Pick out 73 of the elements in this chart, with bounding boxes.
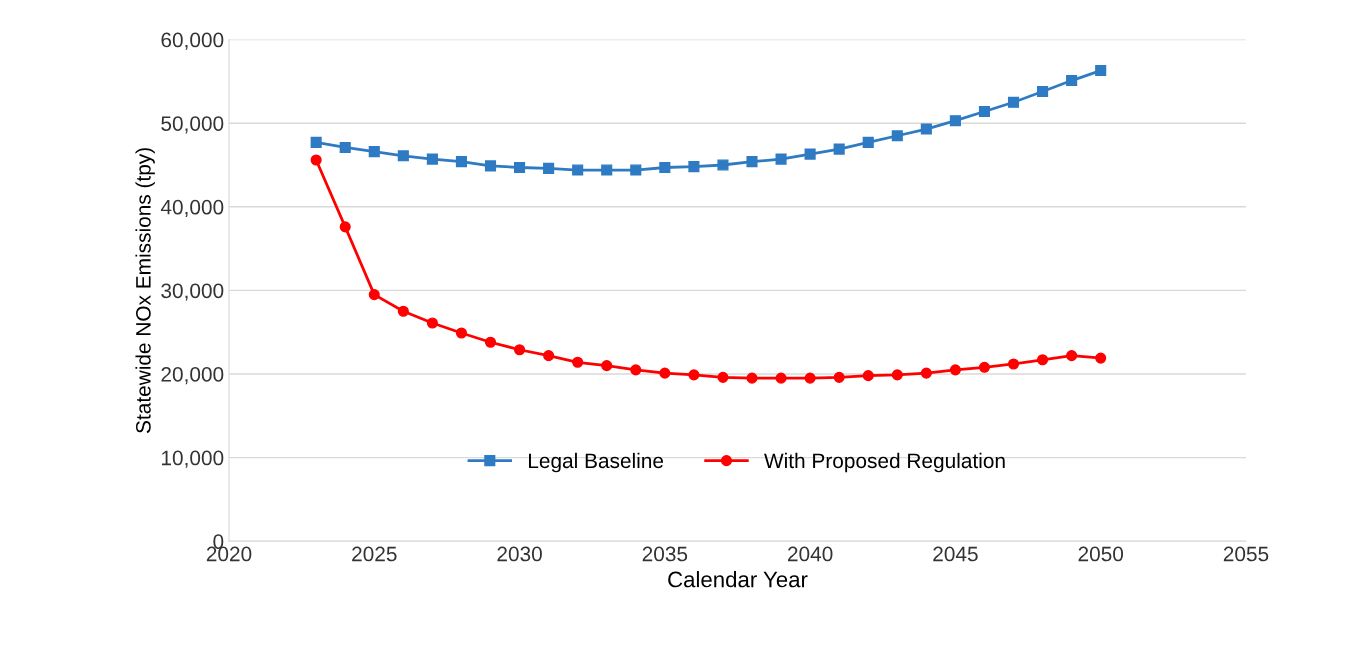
x-tick-label: 2030 [497,546,542,562]
point [601,164,613,176]
point [543,350,555,362]
point [514,344,526,356]
point [688,161,700,173]
point [804,148,816,160]
point [949,115,961,127]
point [310,136,322,148]
point [949,364,961,376]
point [659,367,671,379]
point [572,356,584,368]
x-tick-label: 2025 [352,546,397,562]
point [1095,352,1107,364]
point [746,372,758,384]
point [572,164,584,176]
point [368,146,380,158]
x-tick-label: 2050 [1078,546,1124,562]
point [775,372,787,384]
point [601,360,613,372]
point [804,372,816,384]
point [717,159,729,171]
point [862,136,874,148]
y-tick-label: 40,000 [160,199,224,218]
point [455,156,467,168]
point [1007,96,1020,108]
point [484,336,497,348]
point [746,156,758,168]
point [1007,358,1020,370]
point [1037,85,1049,97]
point [688,369,700,381]
y-tick-label: 20,000 [161,367,224,385]
legend-label: Legal Baseline [529,452,664,473]
point [630,364,642,376]
y-axis-title: Statewide NOx Emissions (tpy) [135,148,155,434]
point [630,164,642,176]
x-tick-label: 2055 [1223,546,1269,562]
legend-label: With Proposed Regulation [764,452,1005,473]
point [397,150,409,162]
point [543,162,555,174]
point [775,153,787,165]
point [1066,350,1078,362]
point [310,154,322,166]
point [978,105,991,118]
point [1066,75,1078,87]
y-tick-label: 30,000 [161,283,224,301]
point [339,141,351,154]
y-tick-label: 50,000 [161,116,224,134]
point [920,123,932,135]
point [426,153,438,165]
x-tick-label: 2035 [642,546,688,562]
point [426,317,438,329]
point [1095,64,1107,77]
point [862,370,874,382]
point [717,371,729,383]
point [514,161,526,174]
point [833,371,845,383]
point [368,289,380,301]
point [1037,354,1049,366]
point [397,305,409,317]
point [891,369,903,381]
point [920,367,932,379]
x-tick-label: 2040 [788,546,833,562]
point [339,221,351,233]
y-tick-label: 60,000 [161,32,224,50]
x-tick-label: 2045 [933,546,978,562]
x-axis-title: Calendar Year [668,571,808,588]
point [484,160,497,172]
point [455,327,467,339]
point [833,143,845,155]
point [891,130,903,142]
y-tick-label: 10,000 [162,450,224,468]
point [978,361,991,373]
point [659,161,671,174]
